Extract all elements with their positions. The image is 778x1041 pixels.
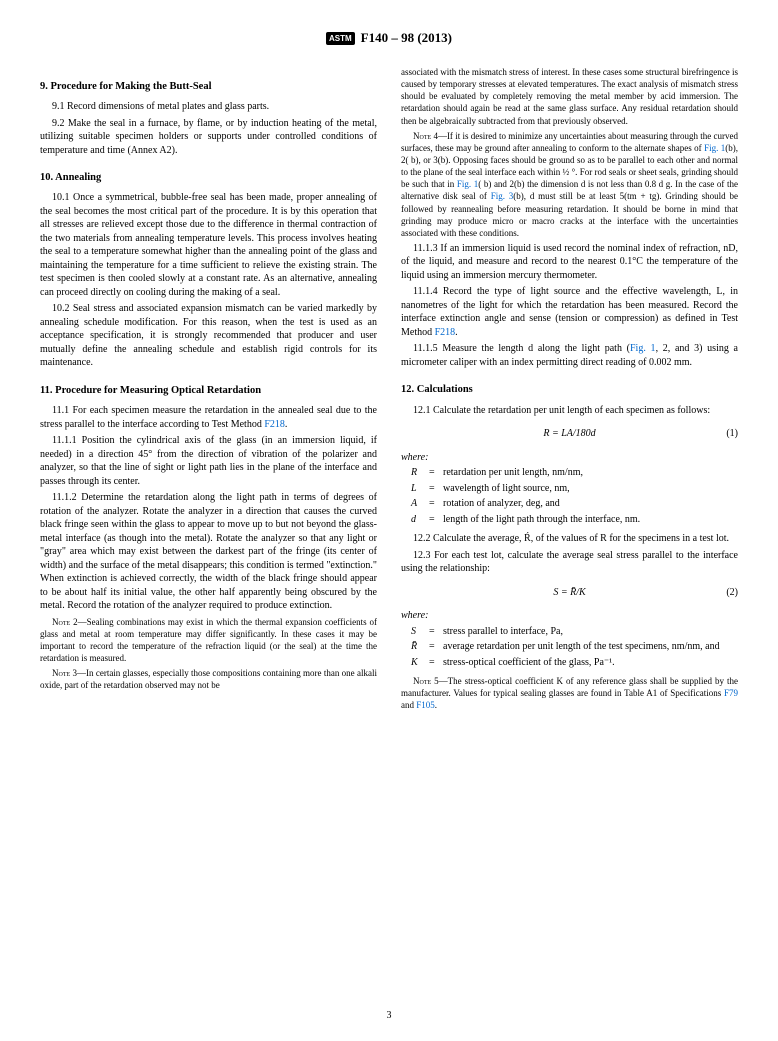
link-f218[interactable]: F218 — [264, 419, 285, 430]
where-list-1: R=retardation per unit length, nm/nm, L=… — [411, 466, 738, 526]
eq-num-2: (2) — [726, 586, 738, 600]
para-11-1-5: 11.1.5 Measure the length d along the li… — [401, 342, 738, 369]
para-10-1: 10.1 Once a symmetrical, bubble-free sea… — [40, 191, 377, 299]
link-fig3[interactable]: Fig. 3 — [491, 191, 514, 201]
para-10-2: 10.2 Seal stress and associated expansio… — [40, 302, 377, 370]
link-f218-b[interactable]: F218 — [435, 327, 456, 338]
note-5: Note 5—The stress-optical coefficient K … — [401, 675, 738, 711]
para-11-1-3: 11.1.3 If an immersion liquid is used re… — [401, 242, 738, 283]
equation-2: S = R̄/K (2) — [401, 586, 738, 600]
document-body: 9. Procedure for Making the Butt-Seal 9.… — [40, 66, 738, 712]
equation-1: R = LA/180d (1) — [401, 427, 738, 441]
note-3-continuation: associated with the mismatch stress of i… — [401, 66, 738, 127]
link-f105[interactable]: F105 — [416, 700, 435, 710]
link-fig1b[interactable]: Fig. 1 — [457, 179, 478, 189]
para-11-1-2: 11.1.2 Determine the retardation along t… — [40, 491, 377, 613]
para-12-1: 12.1 Calculate the retardation per unit … — [401, 404, 738, 418]
section-9-heading: 9. Procedure for Making the Butt-Seal — [40, 80, 377, 94]
designation: F140 – 98 (2013) — [361, 30, 452, 46]
note-2: Note 2—Sealing combinations may exist in… — [40, 616, 377, 665]
note-4: Note 4—If it is desired to minimize any … — [401, 130, 738, 239]
document-header: ASTM F140 – 98 (2013) — [40, 30, 738, 46]
para-12-3: 12.3 For each test lot, calculate the av… — [401, 549, 738, 576]
where-label-1: where: — [401, 451, 738, 465]
para-11-1: 11.1 For each specimen measure the retar… — [40, 404, 377, 431]
para-11-1-4: 11.1.4 Record the type of light source a… — [401, 285, 738, 339]
para-9-1: 9.1 Record dimensions of metal plates an… — [40, 100, 377, 114]
para-11-1-1: 11.1.1 Position the cylindrical axis of … — [40, 434, 377, 488]
link-fig1c[interactable]: Fig. 1 — [630, 343, 656, 354]
where-label-2: where: — [401, 609, 738, 623]
section-11-heading: 11. Procedure for Measuring Optical Reta… — [40, 384, 377, 398]
para-9-2: 9.2 Make the seal in a furnace, by flame… — [40, 117, 377, 158]
link-fig1[interactable]: Fig. 1 — [704, 143, 725, 153]
where-list-2: S=stress parallel to interface, Pa, R̄=a… — [411, 625, 738, 670]
section-12-heading: 12. Calculations — [401, 383, 738, 397]
para-12-2: 12.2 Calculate the average, Ŕ, of the va… — [401, 532, 738, 546]
link-f79[interactable]: F79 — [724, 688, 738, 698]
astm-logo: ASTM — [326, 32, 355, 45]
page-number: 3 — [387, 1010, 392, 1021]
section-10-heading: 10. Annealing — [40, 171, 377, 185]
eq-num-1: (1) — [726, 427, 738, 441]
note-3: Note 3—In certain glasses, especially th… — [40, 667, 377, 691]
